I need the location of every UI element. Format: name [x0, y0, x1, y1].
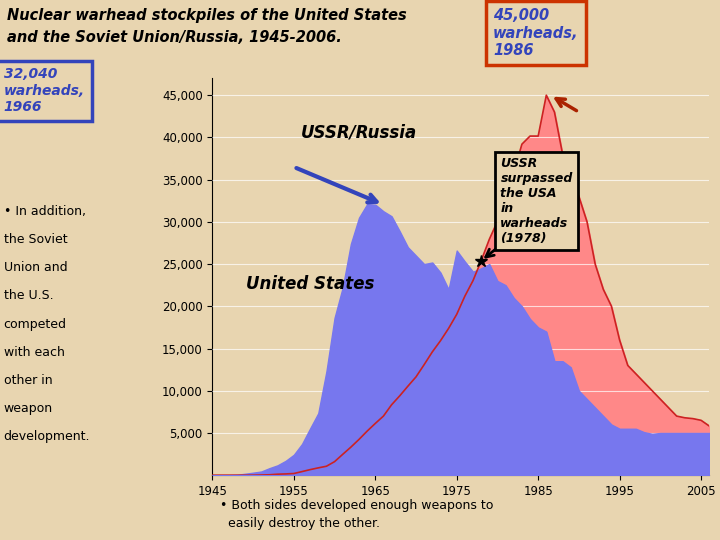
Text: competed: competed [4, 318, 66, 330]
Text: development.: development. [4, 430, 90, 443]
Text: other in: other in [4, 374, 53, 387]
Text: weapon: weapon [4, 402, 53, 415]
Text: and the Soviet Union/Russia, 1945-2006.: and the Soviet Union/Russia, 1945-2006. [7, 30, 342, 45]
Text: the U.S.: the U.S. [4, 289, 53, 302]
Text: • Both sides developed enough weapons to: • Both sides developed enough weapons to [220, 500, 493, 512]
Text: with each: with each [4, 346, 65, 359]
Text: the Soviet: the Soviet [4, 233, 67, 246]
Text: USSR/Russia: USSR/Russia [301, 124, 417, 141]
Text: easily destroy the other.: easily destroy the other. [220, 517, 379, 530]
Text: Union and: Union and [4, 261, 67, 274]
Text: Nuclear warhead stockpiles of the United States: Nuclear warhead stockpiles of the United… [7, 8, 407, 23]
Text: United States: United States [246, 275, 374, 293]
Text: • In addition,: • In addition, [4, 205, 86, 218]
Text: USSR
surpassed
the USA
in
warheads
(1978): USSR surpassed the USA in warheads (1978… [500, 157, 573, 245]
Text: 45,000
warheads,
1986: 45,000 warheads, 1986 [493, 8, 579, 58]
Text: 32,040
warheads,
1966: 32,040 warheads, 1966 [4, 68, 85, 114]
